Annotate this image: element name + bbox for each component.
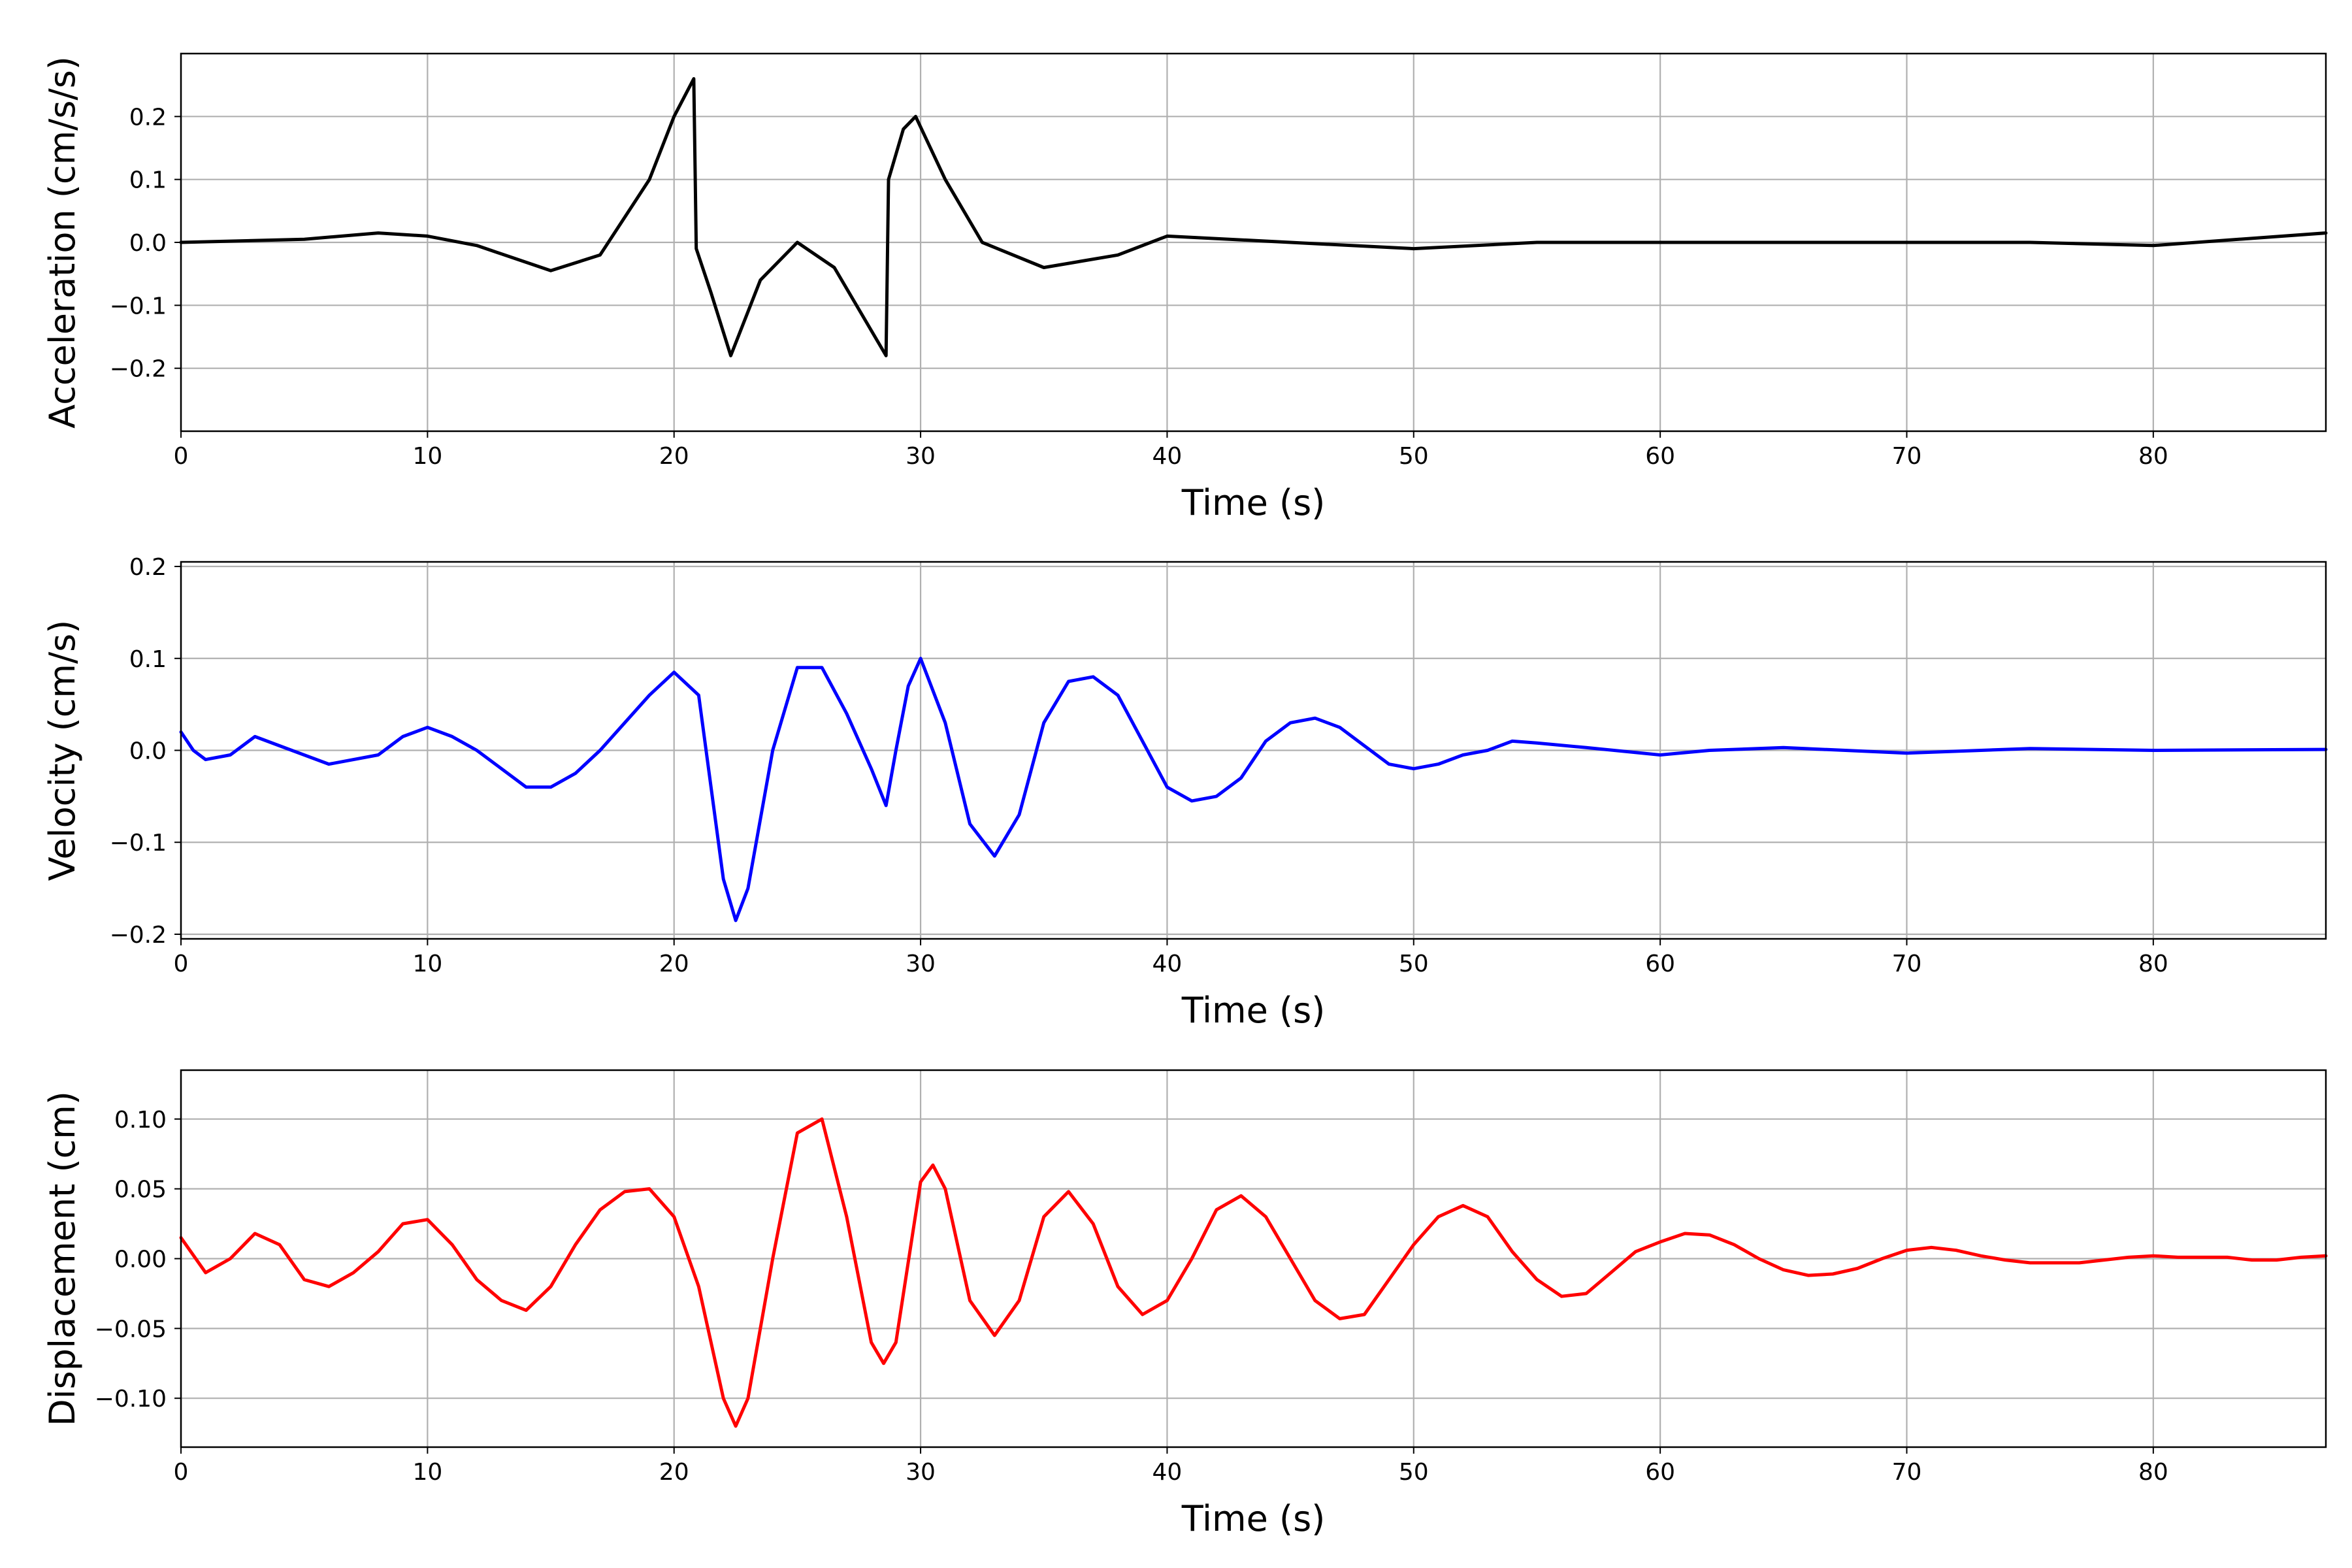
- acceleration-x-tick-label: 0: [174, 443, 189, 470]
- acceleration-series-line: [179, 77, 2328, 357]
- displacement-y-tick-label: 0.00: [114, 1247, 167, 1273]
- velocity-x-tick-label: 50: [1399, 951, 1429, 977]
- velocity-x-tick-label: 60: [1645, 951, 1675, 977]
- displacement-x-tick-label: 40: [1152, 1459, 1183, 1486]
- acceleration-x-tick-label: 10: [412, 443, 442, 470]
- displacement-x-tick-label: 80: [2138, 1459, 2168, 1486]
- displacement-y-tick-label: −0.05: [95, 1316, 167, 1343]
- displacement-x-tick-label: 50: [1399, 1459, 1429, 1486]
- displacement-x-tick-label: 30: [906, 1459, 936, 1486]
- displacement-y-tick-label: −0.10: [95, 1386, 167, 1413]
- displacement-x-tick-label: 20: [659, 1459, 689, 1486]
- acceleration-x-axis-label: Time (s): [1181, 482, 1326, 523]
- displacement-series-line: [179, 1117, 2328, 1428]
- velocity-y-tick-label: −0.1: [110, 830, 167, 857]
- acceleration-y-axis-label: Acceleration (cm/s/s): [42, 56, 83, 429]
- velocity-y-tick-label: 0.1: [129, 646, 167, 673]
- displacement-y-tick-label: 0.05: [114, 1177, 167, 1203]
- velocity-y-axis-label: Velocity (cm/s): [42, 620, 83, 881]
- velocity-x-tick-label: 0: [174, 951, 189, 977]
- velocity-x-tick-label: 70: [1892, 951, 1922, 977]
- velocity-x-tick-label: 30: [906, 951, 936, 977]
- velocity-x-axis-label: Time (s): [1181, 990, 1326, 1031]
- displacement-panel: 0 10 20 30 40 50 60 70 80 −0.10 −0.05 0.00 0.05 0.10 T…: [42, 1069, 2328, 1539]
- acceleration-x-tick-label: 70: [1892, 443, 1922, 470]
- displacement-x-tick-label: 10: [412, 1459, 442, 1486]
- velocity-series-line: [179, 657, 2328, 923]
- acceleration-x-tick-label: 50: [1399, 443, 1429, 470]
- velocity-y-tick-label: 0.2: [129, 554, 167, 581]
- velocity-x-tick-label: 10: [412, 951, 442, 977]
- acceleration-y-tick-label: 0.0: [129, 230, 167, 257]
- velocity-x-tick-label: 80: [2138, 951, 2168, 977]
- displacement-x-tick-label: 0: [174, 1459, 189, 1486]
- velocity-x-tick-label: 20: [659, 951, 689, 977]
- acceleration-x-tick-label: 20: [659, 443, 689, 470]
- displacement-x-axis-label: Time (s): [1181, 1498, 1326, 1539]
- acceleration-y-tick-label: −0.2: [110, 356, 167, 383]
- acceleration-panel: 0 10 20 30 40 50 60 70 80 −0.2 −0.1 0.0 0.1 0.2 Time (…: [42, 52, 2328, 523]
- acceleration-y-tick-label: −0.1: [110, 293, 167, 319]
- velocity-y-tick-label: 0.0: [129, 738, 167, 765]
- plots-group: 0 10 20 30 40 50 60 70 80 −0.2 −0.1 0.0 0.1 0.2 Time (…: [42, 52, 2328, 1539]
- displacement-y-tick-label: 0.10: [114, 1107, 167, 1134]
- displacement-x-tick-label: 70: [1892, 1459, 1922, 1486]
- acceleration-y-tick-label: 0.1: [129, 167, 167, 194]
- acceleration-x-tick-label: 60: [1645, 443, 1675, 470]
- displacement-x-tick-label: 60: [1645, 1459, 1675, 1486]
- displacement-y-axis-label: Displacement (cm): [42, 1091, 83, 1426]
- velocity-y-tick-label: −0.2: [110, 922, 167, 949]
- velocity-x-tick-label: 40: [1152, 951, 1183, 977]
- acceleration-x-tick-label: 30: [906, 443, 936, 470]
- acceleration-y-tick-label: 0.2: [129, 104, 167, 131]
- acceleration-x-tick-label: 80: [2138, 443, 2168, 470]
- velocity-panel: 0 10 20 30 40 50 60 70 80 −0.2 −0.1 0.0 0.1 0.2 Time (…: [42, 554, 2328, 1031]
- acceleration-x-tick-label: 40: [1152, 443, 1183, 470]
